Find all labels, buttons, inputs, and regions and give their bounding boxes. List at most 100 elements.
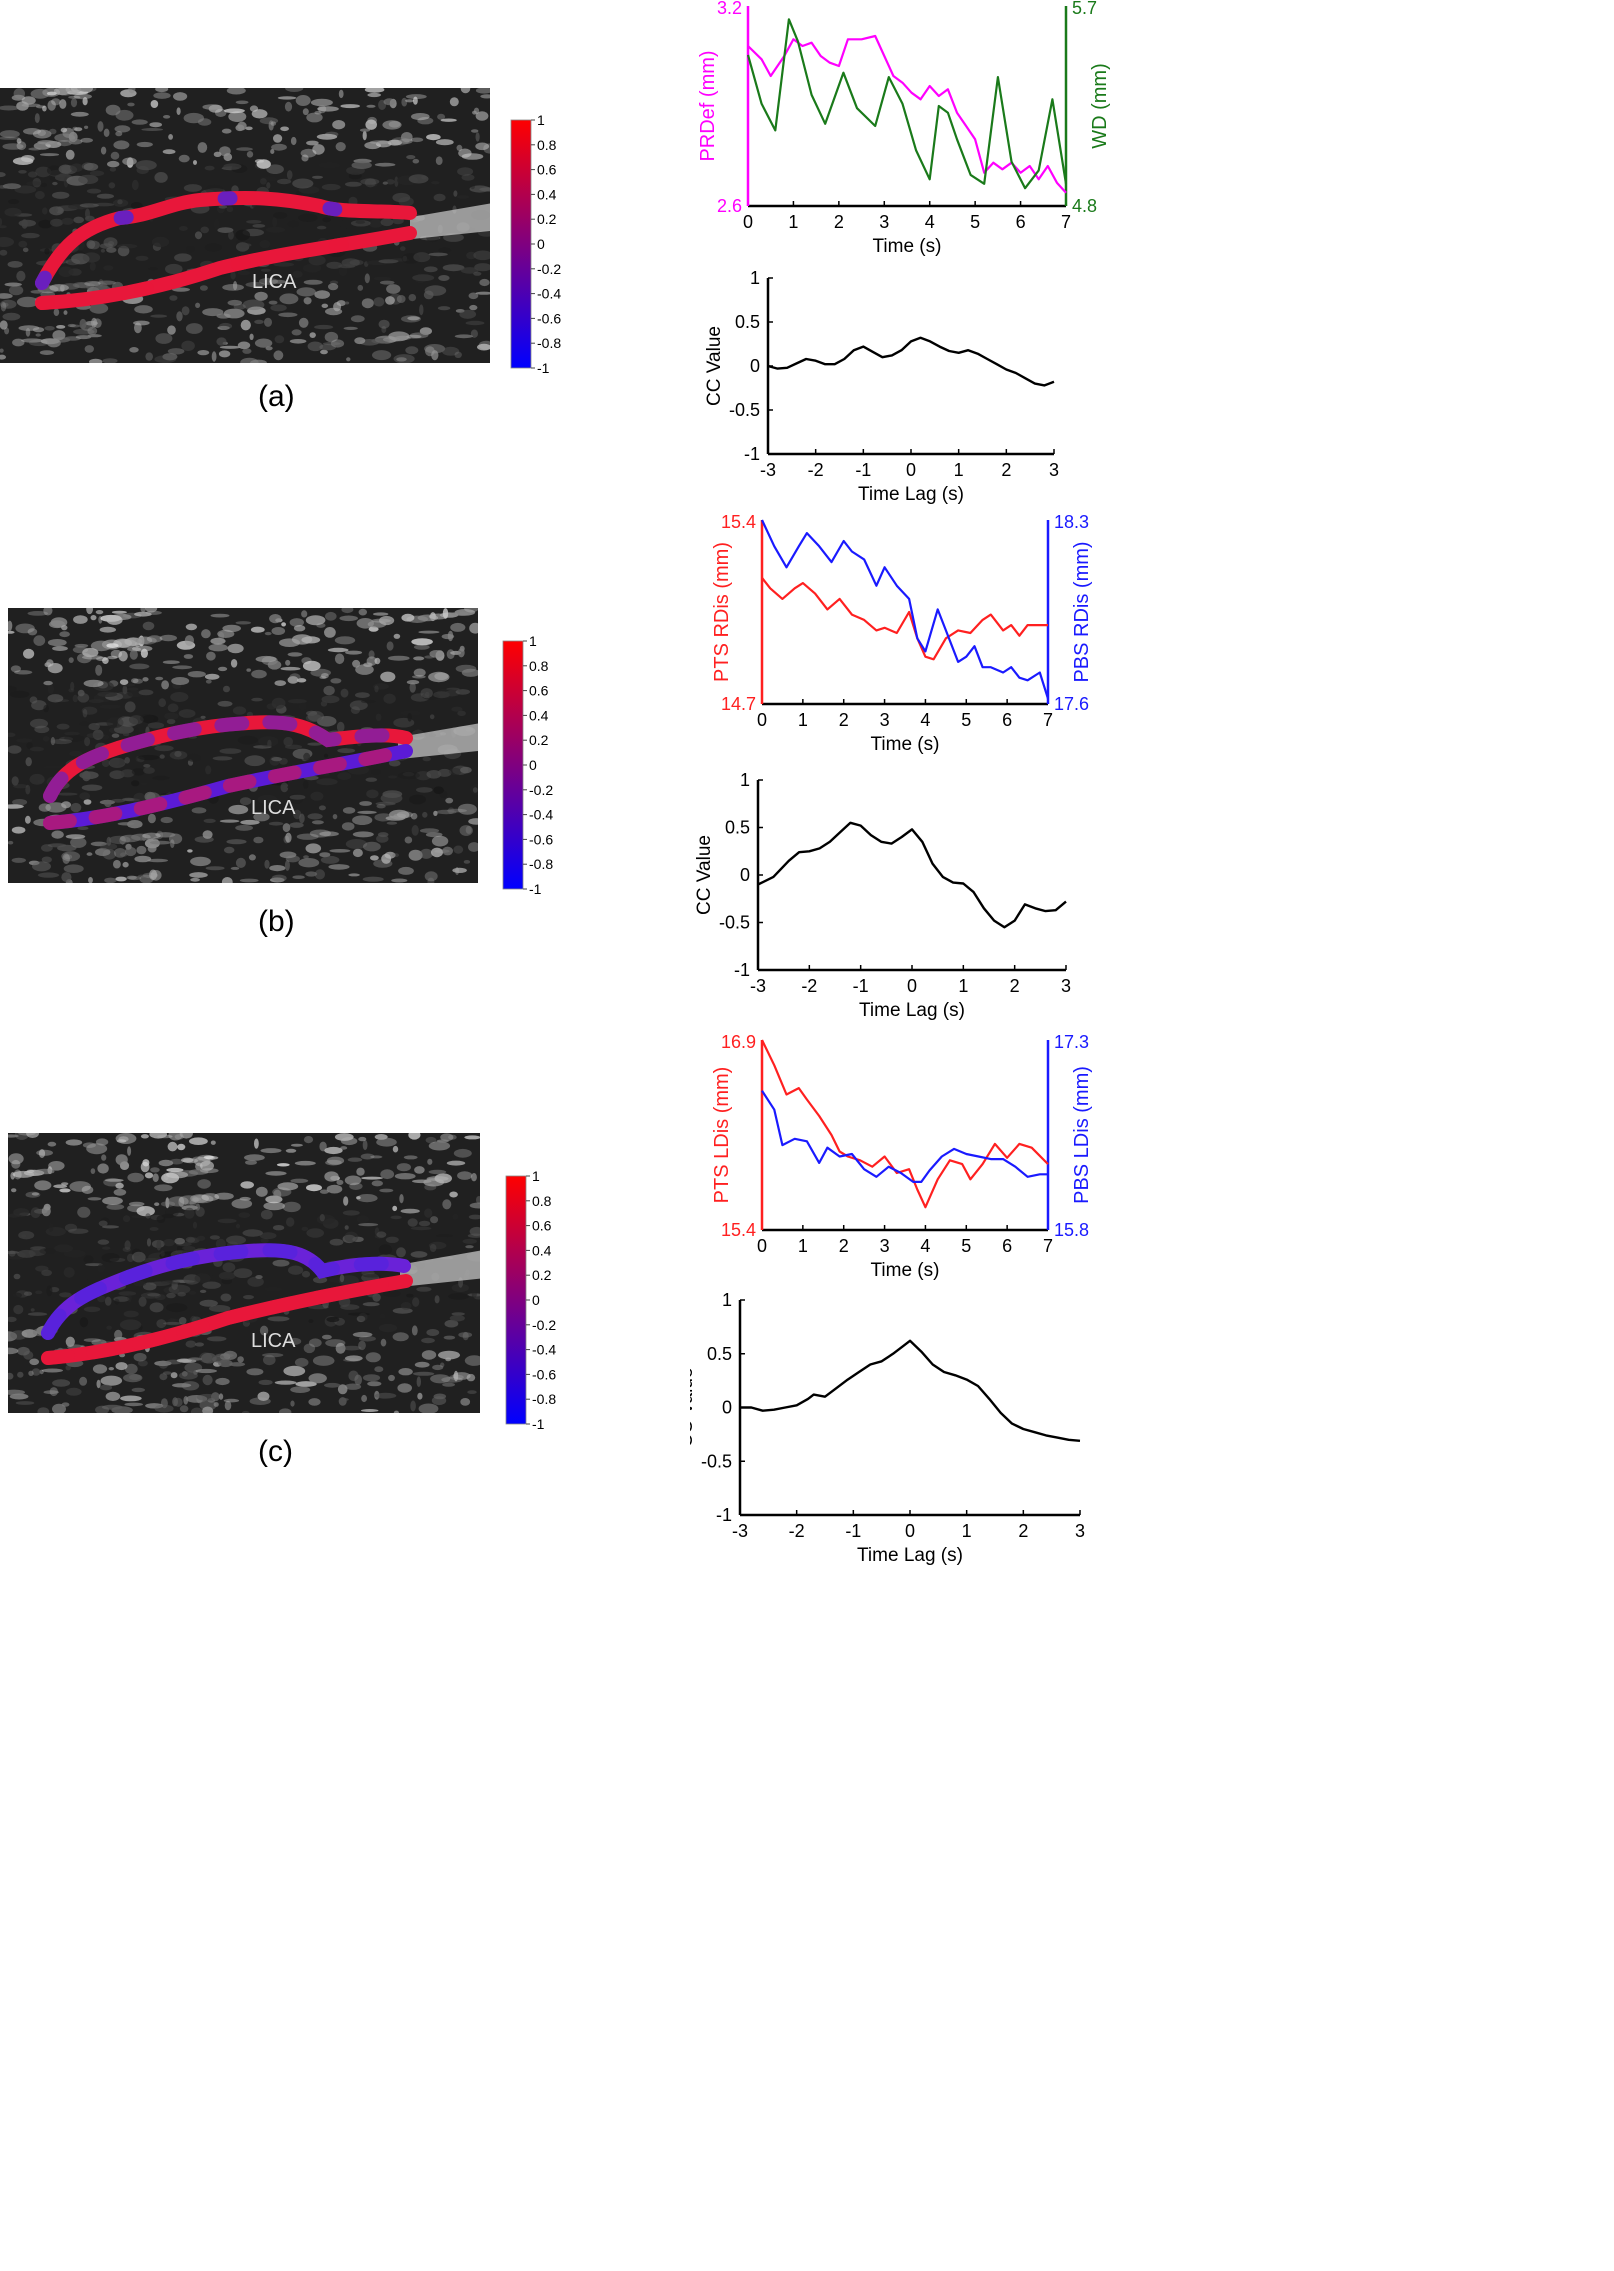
speckle-blob <box>318 161 341 169</box>
speckle-blob <box>477 343 490 351</box>
speckle-blob <box>357 810 377 814</box>
speckle-blob <box>47 843 67 848</box>
speckle-blob <box>166 718 176 725</box>
speckle-blob <box>104 877 117 883</box>
speckle-blob <box>201 629 211 639</box>
speckle-blob <box>360 178 380 185</box>
x-tick-label: 7 <box>1043 710 1053 730</box>
speckle-blob <box>142 1282 157 1291</box>
speckle-blob <box>428 1169 447 1175</box>
speckle-blob <box>160 816 173 824</box>
speckle-blob <box>401 253 420 264</box>
speckle-blob <box>218 205 228 209</box>
speckle-blob <box>282 1201 301 1213</box>
cc-chart-c: -3 -2 -1 0 1 2 3 Time Lag (s) 1 0.5 0 -0.5 -1 CC Valu… <box>690 1290 1085 1566</box>
speckle-blob <box>434 1173 452 1184</box>
speckle-blob <box>454 351 462 358</box>
speckle-blob <box>163 115 171 119</box>
speckle-blob <box>155 333 173 344</box>
speckle-blob <box>89 358 103 363</box>
speckle-blob <box>235 229 251 241</box>
speckle-blob <box>453 845 464 854</box>
speckle-blob <box>344 1175 362 1186</box>
speckle-blob <box>270 149 275 154</box>
speckle-blob <box>83 1338 101 1342</box>
speckle-blob <box>288 699 307 704</box>
y-tick-label: -1 <box>744 444 760 464</box>
left-series-line <box>761 577 1048 661</box>
speckle-blob <box>219 748 242 754</box>
speckle-blob <box>147 858 169 863</box>
speckle-blob <box>219 322 233 330</box>
speckle-blob <box>131 1387 145 1393</box>
speckle-blob <box>406 334 422 339</box>
speckle-blob <box>357 284 364 291</box>
speckle-blob <box>431 1396 447 1406</box>
speckle-blob <box>169 295 178 301</box>
speckle-blob <box>349 700 368 711</box>
speckle-blob <box>111 610 127 614</box>
speckle-blob <box>82 647 99 658</box>
speckle-blob <box>190 1315 197 1323</box>
speckle-blob <box>16 141 27 151</box>
speckle-blob <box>184 635 194 646</box>
speckle-blob <box>472 110 477 115</box>
speckle-blob <box>320 700 328 707</box>
speckle-blob <box>356 1196 361 1200</box>
speckle-blob <box>433 193 446 202</box>
speckle-blob <box>442 1382 455 1387</box>
x-tick-label: 5 <box>961 1236 971 1256</box>
speckle-blob <box>458 1332 473 1338</box>
speckle-blob <box>43 1390 59 1395</box>
left-y-axis-label: PTS LDis (mm) <box>711 1067 733 1204</box>
speckle-blob <box>418 1403 439 1413</box>
speckle-blob <box>230 271 236 280</box>
speckle-blob <box>46 1285 53 1297</box>
speckle-blob <box>223 685 230 693</box>
right-y-tick-label: 18.3 <box>1054 512 1089 532</box>
x-tick-label: 2 <box>1001 460 1011 480</box>
speckle-blob <box>69 750 83 757</box>
speckle-blob <box>37 140 56 145</box>
colorbar-tick-label: -0.2 <box>529 782 553 798</box>
speckle-blob <box>165 1207 179 1217</box>
colorbar-tick-label: -0.4 <box>529 807 553 823</box>
speckle-blob <box>194 1273 211 1283</box>
speckle-blob <box>70 98 78 108</box>
speckle-blob <box>236 147 253 151</box>
speckle-blob <box>30 1308 35 1312</box>
speckle-blob <box>140 782 148 786</box>
speckle-blob <box>411 113 430 121</box>
speckle-blob <box>50 218 63 227</box>
speckle-blob <box>308 255 326 266</box>
speckle-blob <box>248 854 256 861</box>
speckle-blob <box>114 848 127 858</box>
speckle-blob <box>12 157 34 165</box>
speckle-blob <box>361 699 376 704</box>
speckle-blob <box>457 167 474 176</box>
speckle-blob <box>36 1149 53 1156</box>
speckle-blob <box>327 647 349 653</box>
speckle-blob <box>296 833 319 840</box>
speckle-blob <box>239 1196 251 1201</box>
speckle-blob <box>199 1352 213 1363</box>
colorbar-tick-label: -0.8 <box>529 856 553 872</box>
speckle-blob <box>228 230 234 240</box>
speckle-blob <box>446 687 460 691</box>
speckle-blob <box>143 764 151 768</box>
x-tick-label: -2 <box>801 976 817 996</box>
speckle-blob <box>255 1275 263 1279</box>
speckle-blob <box>404 836 413 844</box>
speckle-blob <box>178 154 190 163</box>
speckle-blob <box>469 622 478 634</box>
speckle-blob <box>120 769 135 778</box>
x-tick-label: -1 <box>853 976 869 996</box>
speckle-blob <box>451 1312 465 1316</box>
speckle-blob <box>342 1234 356 1244</box>
speckle-blob <box>374 1392 397 1399</box>
speckle-blob <box>356 1167 365 1176</box>
speckle-blob <box>108 757 126 768</box>
speckle-blob <box>79 318 87 330</box>
speckle-blob <box>257 794 278 805</box>
speckle-blob <box>427 1158 433 1165</box>
